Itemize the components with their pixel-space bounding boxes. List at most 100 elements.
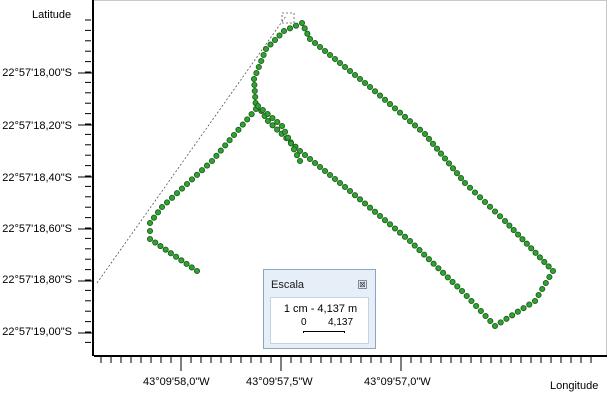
track-point [466,184,474,191]
x-axis-ruler [100,357,592,371]
track-point [381,96,389,103]
track-point [341,63,349,71]
track-point [526,301,533,308]
track-point [406,237,414,245]
track-point [264,117,272,125]
y-axis-panel: Latitude 22°57'18,00"S 22°57'18,20"S 22°… [0,0,94,356]
x-tick-label: 43°09'57,0"W [364,376,431,388]
track-point [254,102,262,110]
track-point [528,245,535,252]
track-point [293,152,301,159]
track-point [217,147,224,154]
track-point [416,247,423,254]
track-point [271,36,279,44]
track-plot [96,12,557,330]
track-point [421,130,429,138]
track-point [386,221,394,228]
track-point [326,51,334,59]
track-point [546,273,553,281]
scale-content: 1 cm - 4,137 m 0 4,137 [270,297,369,344]
track-point [444,274,451,281]
track-point [411,122,419,129]
track-point [292,22,300,29]
y-tick-label: 22°57'19,00"S [2,326,72,338]
track-point [235,126,242,133]
track-point [509,312,516,319]
track-point [496,213,504,220]
track-point [453,170,461,177]
track-point [458,287,466,295]
track-point [154,209,162,216]
track-point [531,297,539,305]
y-tick-label: 22°57'18,00"S [2,67,72,79]
track-point [222,142,229,149]
track-point [321,47,329,55]
track-point [510,227,517,234]
track-point [401,113,409,120]
track-point [481,198,489,206]
track-point [276,32,283,39]
track-point [158,203,166,211]
track-point [514,308,521,315]
track-point [267,41,274,48]
track-point [356,196,364,203]
track-point [411,242,418,249]
track-point [146,235,154,243]
scale-value-label: 4,137 [328,317,354,328]
track-point [351,192,359,199]
track-point [523,240,530,247]
track-point [477,307,484,315]
track-point [264,110,271,118]
track-point [311,39,319,47]
track-point [253,69,260,77]
track-point [262,45,270,53]
track-point [391,225,399,232]
track-point [167,250,174,257]
track-point [208,157,216,165]
track-point [311,159,319,167]
scale-window[interactable]: Escala ⊠ 1 cm - 4,137 m 0 4,137 [263,269,376,349]
track-point [449,165,457,172]
track-point [416,126,424,133]
track-point [541,258,548,265]
track-point [421,251,428,258]
track-point [173,253,180,260]
track-point [301,25,308,32]
track-point [457,175,465,182]
track-point [269,122,276,129]
track-point [396,109,404,116]
x-tick-label: 43°09'58,0"W [143,376,210,388]
track-point [188,176,196,183]
track-point [341,183,349,191]
track-point [366,83,374,91]
track-point [230,131,238,139]
track-point [255,63,262,71]
x-axis-title: Longitude [550,380,599,392]
close-icon[interactable]: ⊠ [358,280,367,289]
track-point [331,55,339,63]
track-point [306,155,314,163]
x-tick-label: 43°09'57,5"W [246,376,313,388]
track-point [280,27,288,35]
scale-window-title: Escala [271,279,305,291]
scale-zero-label: 0 [301,317,307,328]
track-point [430,260,437,267]
track-point [503,315,510,322]
track-point [162,246,169,253]
track-point [487,317,494,325]
track-point [476,194,484,201]
track-point [536,254,543,261]
track-point [437,150,445,157]
track-point [539,285,546,293]
track-point [351,71,359,79]
track-point [396,229,404,236]
track-point [461,179,469,187]
track-point [445,160,453,167]
track-point [473,302,480,310]
track-point [251,81,258,89]
track-point [274,126,281,133]
track-point [213,152,220,159]
track-point [260,51,267,59]
track-point [535,291,542,299]
track-point [449,278,456,285]
